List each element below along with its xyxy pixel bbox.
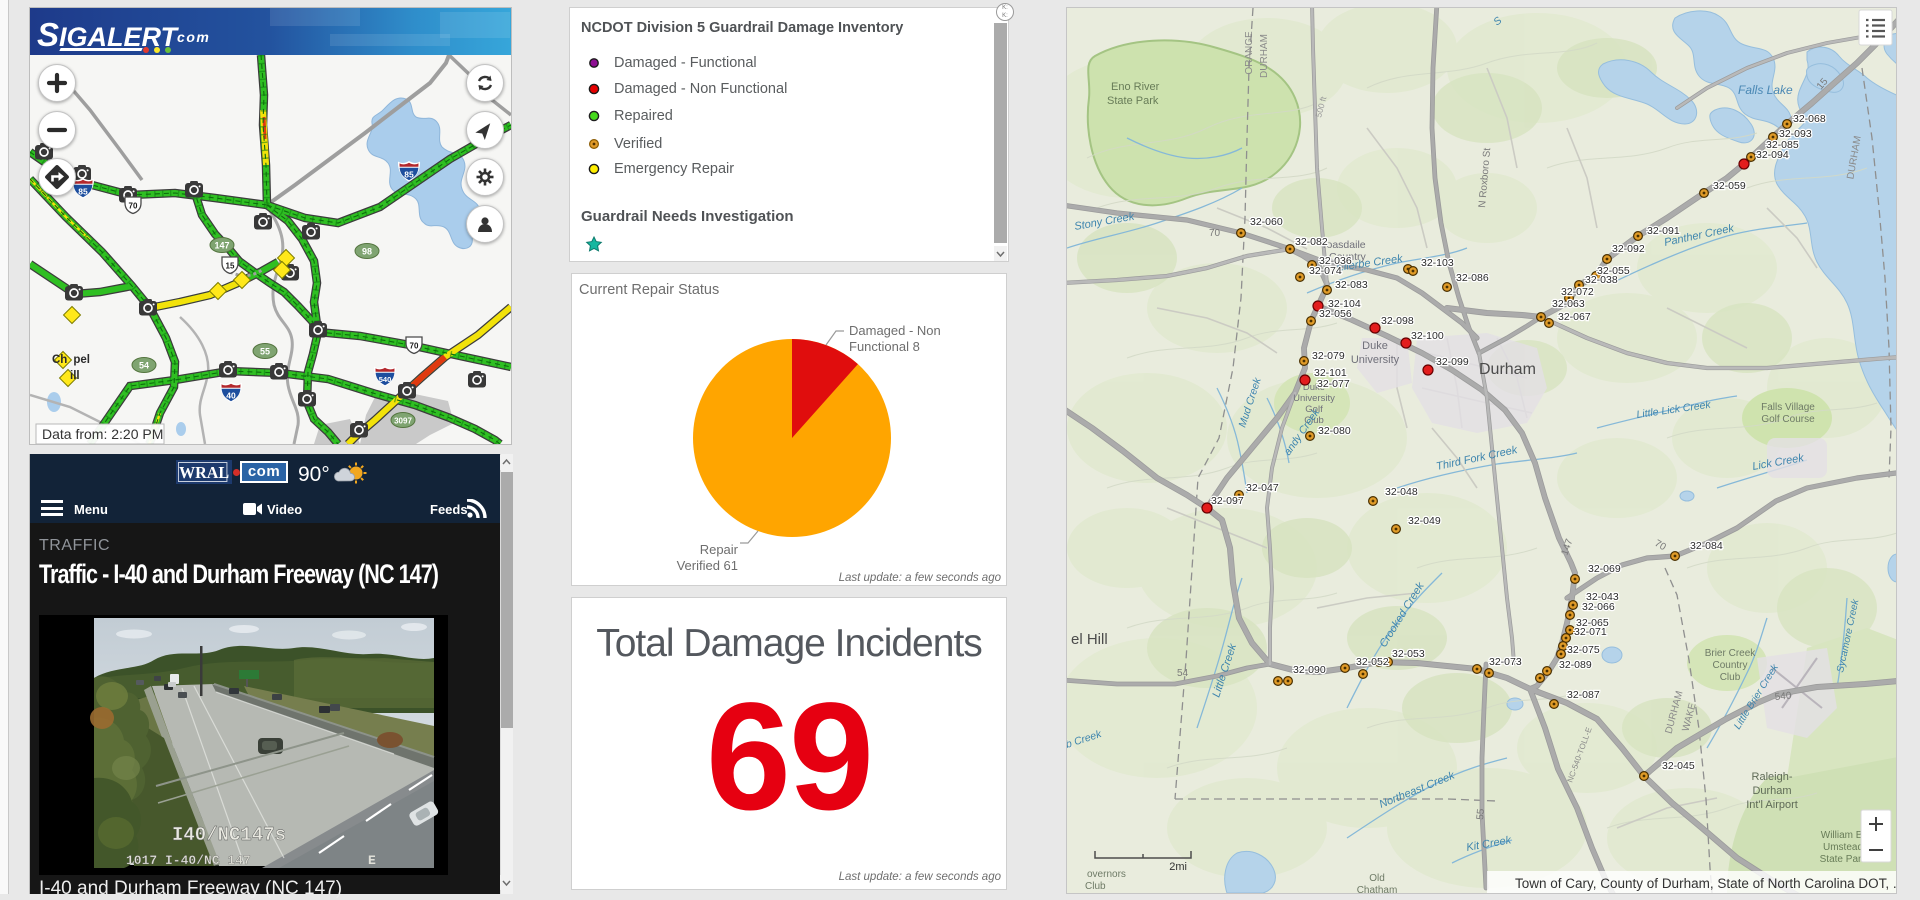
svg-text:Country: Country bbox=[1712, 660, 1747, 671]
svg-text:Club: Club bbox=[1304, 415, 1324, 426]
svg-text:32-087: 32-087 bbox=[1567, 689, 1600, 701]
svg-text:32-085: 32-085 bbox=[1766, 139, 1799, 151]
svg-text:32-092: 32-092 bbox=[1612, 243, 1645, 255]
svg-text:Raleigh-: Raleigh- bbox=[1752, 771, 1793, 783]
svg-text:Old: Old bbox=[1369, 873, 1385, 884]
svg-text:Club: Club bbox=[1085, 881, 1106, 892]
svg-text:el Hill: el Hill bbox=[1071, 631, 1108, 648]
svg-text:32-104: 32-104 bbox=[1328, 298, 1361, 310]
svg-text:55: 55 bbox=[1475, 808, 1487, 820]
svg-text:32-075: 32-075 bbox=[1567, 644, 1600, 656]
svg-text:32-101: 32-101 bbox=[1314, 367, 1347, 379]
svg-text:32-059: 32-059 bbox=[1713, 180, 1746, 192]
svg-text:32-048: 32-048 bbox=[1385, 486, 1418, 498]
svg-text:32-055: 32-055 bbox=[1597, 265, 1630, 277]
svg-text:32-097: 32-097 bbox=[1211, 495, 1244, 507]
svg-text:70: 70 bbox=[1209, 228, 1221, 239]
svg-text:32-063: 32-063 bbox=[1552, 298, 1585, 310]
svg-text:ill: ill bbox=[70, 370, 80, 382]
svg-text:roasdaile: roasdaile bbox=[1323, 239, 1366, 251]
svg-text:3097: 3097 bbox=[394, 417, 412, 426]
svg-text:32-056: 32-056 bbox=[1319, 308, 1352, 320]
svg-text:32-093: 32-093 bbox=[1779, 128, 1812, 140]
svg-text:54: 54 bbox=[1177, 668, 1189, 679]
svg-text:32-038: 32-038 bbox=[1585, 274, 1618, 286]
svg-text:Falls Village: Falls Village bbox=[1761, 402, 1815, 413]
svg-text:32-036: 32-036 bbox=[1319, 255, 1352, 267]
svg-text:Club: Club bbox=[1720, 672, 1741, 683]
svg-text:32-074: 32-074 bbox=[1309, 265, 1342, 277]
svg-text:E: E bbox=[368, 853, 376, 868]
svg-text:32-082: 32-082 bbox=[1295, 236, 1328, 248]
svg-text:Eno River: Eno River bbox=[1111, 81, 1160, 93]
svg-text:32-089: 32-089 bbox=[1559, 659, 1592, 671]
svg-text:32-098: 32-098 bbox=[1381, 315, 1414, 327]
svg-text:Durham: Durham bbox=[1479, 361, 1536, 378]
svg-text:540: 540 bbox=[1774, 691, 1792, 703]
svg-text:32-071: 32-071 bbox=[1574, 626, 1607, 638]
svg-text:32-079: 32-079 bbox=[1312, 350, 1345, 362]
svg-text:Chatham: Chatham bbox=[1357, 885, 1398, 893]
svg-text:Umstead: Umstead bbox=[1823, 842, 1863, 853]
svg-text:Golf Course: Golf Course bbox=[1761, 414, 1815, 425]
svg-text:32-083: 32-083 bbox=[1335, 279, 1368, 291]
svg-text:32-086: 32-086 bbox=[1456, 272, 1489, 284]
svg-text:Duke: Duke bbox=[1362, 340, 1388, 352]
svg-text:32-099: 32-099 bbox=[1436, 356, 1469, 368]
svg-text:32-091: 32-091 bbox=[1647, 225, 1680, 237]
svg-text:Int'l Airport: Int'l Airport bbox=[1746, 799, 1798, 811]
svg-text:32-053: 32-053 bbox=[1392, 648, 1425, 660]
svg-text:Brier Creek: Brier Creek bbox=[1705, 648, 1757, 659]
svg-text:32-103: 32-103 bbox=[1421, 257, 1454, 269]
svg-text:Country: Country bbox=[1329, 251, 1367, 263]
svg-text:54: 54 bbox=[139, 361, 149, 371]
svg-text:2mi: 2mi bbox=[1169, 861, 1187, 873]
svg-text:ORANGE: ORANGE bbox=[1244, 31, 1255, 75]
svg-text:32-049: 32-049 bbox=[1408, 515, 1441, 527]
svg-text:98: 98 bbox=[362, 247, 372, 257]
svg-text:32-080: 32-080 bbox=[1318, 425, 1351, 437]
svg-text:1017 I-40/NC 147: 1017 I-40/NC 147 bbox=[126, 853, 251, 868]
svg-text:Falls Lake: Falls Lake bbox=[1738, 83, 1793, 97]
svg-text:State Park: State Park bbox=[1107, 95, 1159, 107]
svg-text:32-066: 32-066 bbox=[1582, 601, 1615, 613]
svg-text:32-065: 32-065 bbox=[1576, 617, 1609, 629]
svg-text:N Roxboro St: N Roxboro St bbox=[1477, 147, 1493, 208]
svg-text:32-069: 32-069 bbox=[1588, 563, 1621, 575]
svg-text:32-072: 32-072 bbox=[1561, 286, 1594, 298]
svg-text:University: University bbox=[1293, 393, 1335, 404]
svg-text:Golf: Golf bbox=[1305, 404, 1323, 415]
svg-text:Durham: Durham bbox=[1752, 785, 1791, 797]
svg-text:32-073: 32-073 bbox=[1489, 656, 1522, 668]
svg-text:32-077: 32-077 bbox=[1317, 378, 1350, 390]
svg-text:70: 70 bbox=[1653, 538, 1669, 553]
svg-text:32-084: 32-084 bbox=[1690, 540, 1723, 552]
svg-text:32-100: 32-100 bbox=[1411, 330, 1444, 342]
svg-text:William B.: William B. bbox=[1821, 830, 1865, 841]
svg-text:32-060: 32-060 bbox=[1250, 216, 1283, 228]
svg-text:32-090: 32-090 bbox=[1293, 664, 1326, 676]
svg-text:University: University bbox=[1351, 354, 1400, 366]
svg-text:32-067: 32-067 bbox=[1558, 311, 1591, 323]
svg-text:32-094: 32-094 bbox=[1756, 149, 1789, 161]
svg-text:32-043: 32-043 bbox=[1586, 591, 1619, 603]
svg-text:32-045: 32-045 bbox=[1662, 760, 1695, 772]
svg-text:State Park: State Park bbox=[1820, 854, 1868, 865]
svg-text:I40/NC147s: I40/NC147s bbox=[172, 824, 286, 846]
svg-text:Data from: 2:20 PM: Data from: 2:20 PM bbox=[42, 426, 163, 442]
svg-text:Town of Cary, County of Durham: Town of Cary, County of Durham, State of… bbox=[1515, 876, 1896, 891]
svg-text:Duke: Duke bbox=[1303, 382, 1325, 393]
svg-text:32-052: 32-052 bbox=[1356, 656, 1389, 668]
svg-text:overnors: overnors bbox=[1087, 869, 1126, 880]
svg-text:32-068: 32-068 bbox=[1793, 113, 1826, 125]
svg-text:55: 55 bbox=[260, 347, 270, 357]
svg-text:32-047: 32-047 bbox=[1246, 482, 1279, 494]
svg-text:DURHAM: DURHAM bbox=[1259, 34, 1270, 78]
svg-text:147: 147 bbox=[214, 241, 229, 251]
